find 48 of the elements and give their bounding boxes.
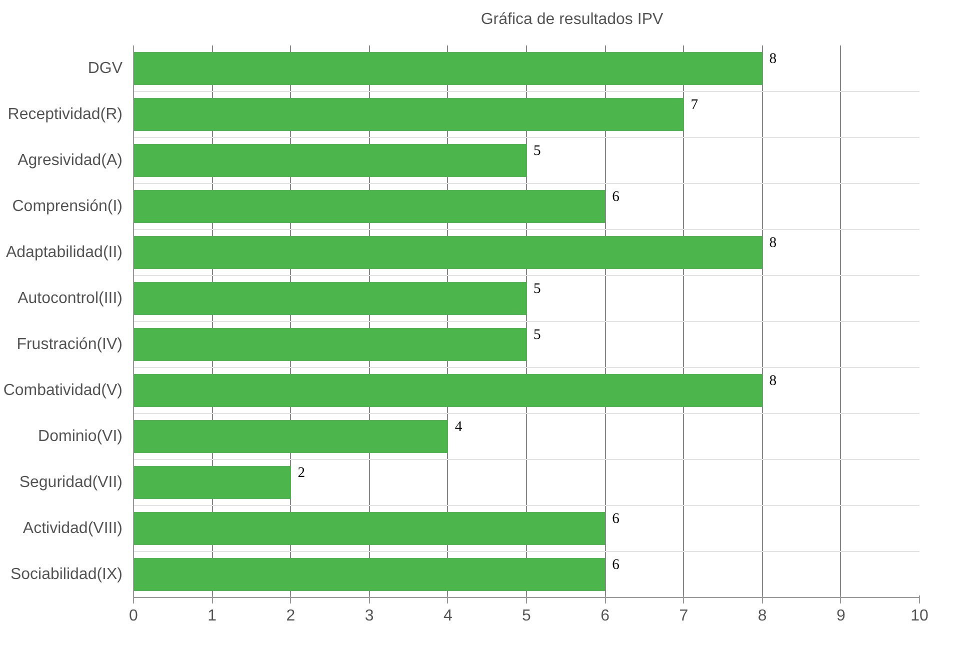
data-label: 5 bbox=[534, 326, 541, 343]
data-label: 2 bbox=[298, 464, 306, 481]
x-tick-label: 3 bbox=[364, 608, 374, 624]
y-tick-label: Receptividad(R) bbox=[8, 106, 123, 123]
y-tick-label: DGV bbox=[88, 60, 123, 77]
data-label: 8 bbox=[769, 372, 777, 389]
data-label: 5 bbox=[534, 142, 541, 159]
y-tick-label: Combatividad(V) bbox=[3, 382, 122, 399]
y-tick-label: Autocontrol(III) bbox=[18, 290, 123, 307]
x-tick-label: 8 bbox=[758, 608, 767, 624]
x-tick-label: 9 bbox=[836, 608, 846, 624]
bar bbox=[134, 558, 606, 592]
y-tick-label: Dominio(VI) bbox=[38, 428, 123, 445]
bar bbox=[134, 236, 762, 270]
y-tick-label: Actividad(VIII) bbox=[22, 520, 123, 537]
bar bbox=[134, 420, 448, 454]
bar bbox=[134, 190, 606, 224]
y-tick-label: Sociabilidad(IX) bbox=[10, 566, 123, 583]
data-label: 8 bbox=[769, 234, 777, 251]
data-label: 7 bbox=[690, 96, 698, 113]
data-label: 6 bbox=[612, 510, 620, 527]
bar bbox=[134, 466, 291, 500]
y-tick-label: Seguridad(VII) bbox=[19, 474, 123, 491]
series-label: Gráfica de resultados IPV bbox=[480, 11, 664, 29]
x-tick-label: 7 bbox=[679, 608, 688, 624]
bar bbox=[134, 374, 762, 408]
data-label: 4 bbox=[454, 418, 463, 435]
x-tick-label: 1 bbox=[208, 608, 217, 624]
y-tick-label: Comprensión(I) bbox=[12, 198, 123, 215]
x-tick-label: 4 bbox=[443, 608, 452, 624]
bar bbox=[134, 328, 526, 362]
x-tick-label: 5 bbox=[522, 608, 532, 624]
bar bbox=[134, 282, 526, 316]
data-label: 8 bbox=[769, 50, 777, 67]
x-tick-label: 10 bbox=[910, 608, 928, 624]
data-label: 5 bbox=[534, 280, 541, 297]
bar bbox=[134, 144, 526, 178]
y-tick-label: Frustración(IV) bbox=[16, 336, 122, 353]
y-tick-label: Adaptabilidad(II) bbox=[6, 244, 122, 261]
data-label: 6 bbox=[612, 556, 620, 573]
x-tick-label: 2 bbox=[286, 608, 296, 624]
data-label: 6 bbox=[612, 188, 620, 205]
bar bbox=[134, 512, 606, 546]
y-tick-label: Agresividad(A) bbox=[18, 152, 123, 169]
bar bbox=[134, 98, 684, 132]
x-tick-label: 6 bbox=[600, 608, 610, 624]
x-tick-label: 0 bbox=[129, 608, 138, 624]
bar bbox=[134, 52, 762, 86]
